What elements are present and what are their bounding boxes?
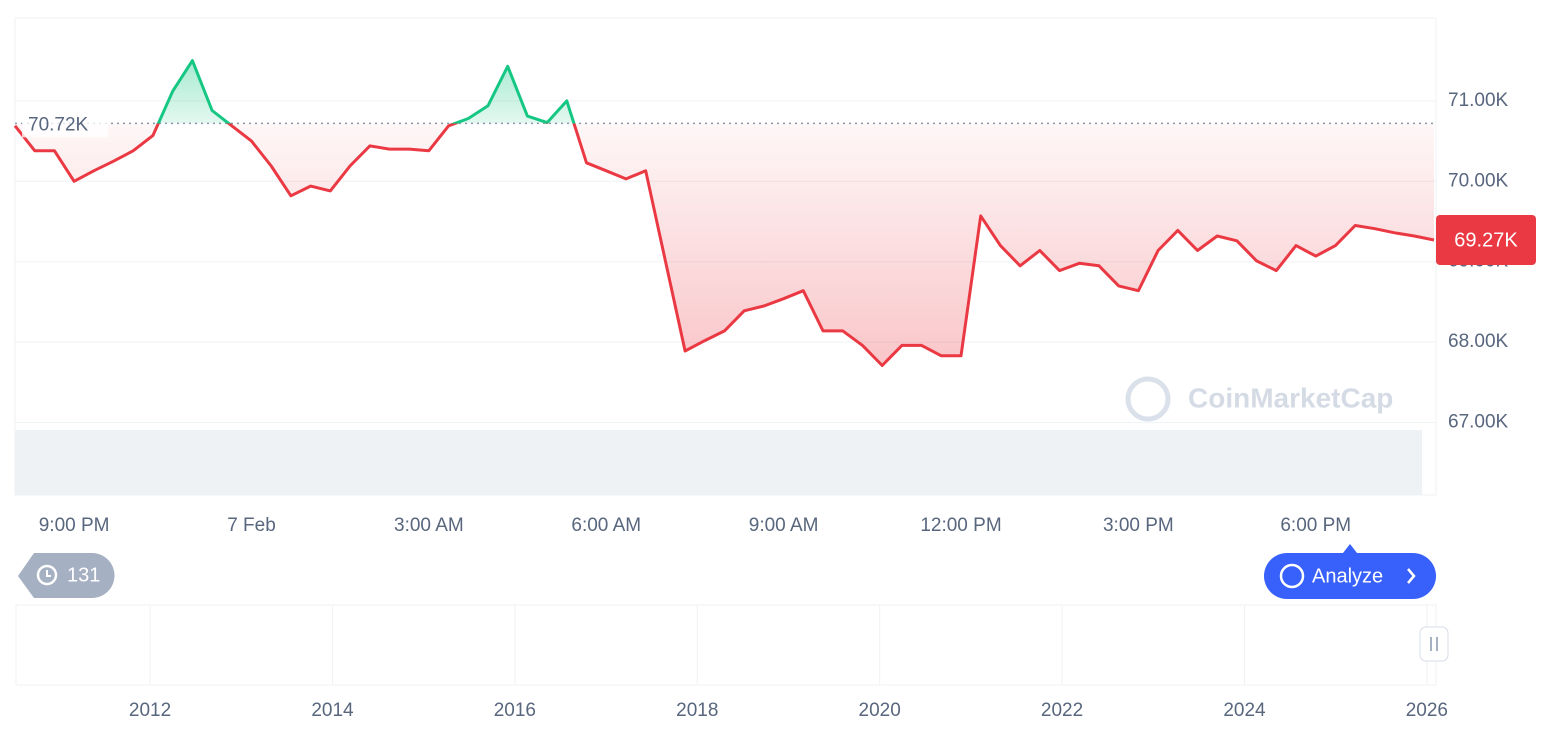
navigator-tick-label: 2018 (676, 700, 718, 721)
navigator-tick-label: 2012 (129, 700, 171, 721)
price-line (13, 59, 1435, 367)
watermark-text: CoinMarketCap (1188, 382, 1393, 413)
y-tick-label: 71.00K (1448, 90, 1509, 111)
area (15, 60, 1434, 366)
y-tick-label: 70.00K (1448, 170, 1509, 191)
x-tick-label: 9:00 AM (749, 515, 819, 536)
x-tick-label: 9:00 PM (39, 515, 110, 536)
history-count: 131 (67, 564, 100, 586)
x-tick-label: 3:00 PM (1103, 515, 1174, 536)
x-tick-label: 3:00 AM (394, 515, 464, 536)
volume-band (15, 430, 1422, 495)
watermark: CoinMarketCap (1125, 376, 1393, 422)
navigator-tick-label: 2026 (1406, 700, 1448, 721)
x-tick-label: 12:00 PM (920, 515, 1001, 536)
navigator-tick-label: 2020 (859, 700, 901, 721)
navigator-handle[interactable] (1419, 626, 1449, 662)
last-price-label: 69.27K (1454, 229, 1518, 251)
navigator-tick-label: 2016 (494, 700, 536, 721)
navigator-tick-label: 2024 (1223, 700, 1266, 721)
navigator-frame (15, 604, 1437, 686)
history-badge[interactable]: 131 (18, 553, 115, 598)
y-tick-label: 67.00K (1448, 412, 1509, 433)
reference-label-bg (22, 109, 108, 138)
navigator-tick-label: 2022 (1041, 700, 1083, 721)
x-tick-label: 6:00 AM (571, 515, 641, 536)
analyze-label: Analyze (1312, 565, 1383, 587)
y-tick-label: 68.00K (1448, 331, 1509, 352)
reference-label: 70.72K (28, 114, 89, 135)
last-price-badge (1436, 215, 1536, 266)
navigator-tick-label: 2014 (311, 700, 354, 721)
analyze-button[interactable]: Analyze (1264, 544, 1436, 599)
x-tick-label: 6:00 PM (1280, 515, 1351, 536)
x-tick-label: 7 Feb (227, 515, 276, 536)
